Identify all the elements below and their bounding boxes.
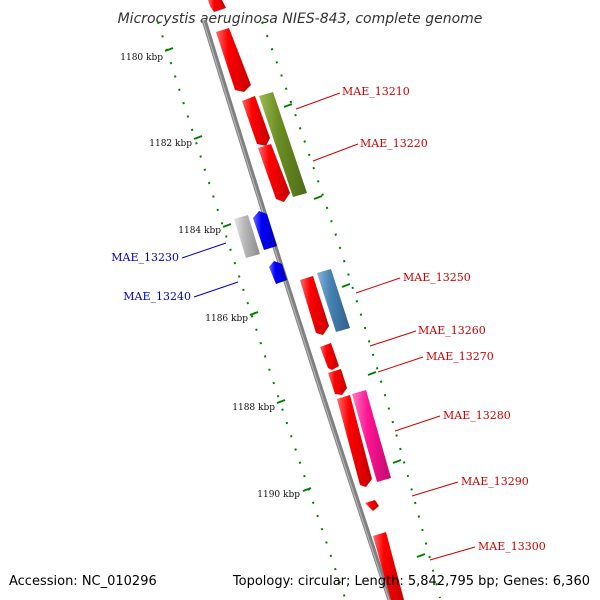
tick-label: 1188 kbp [232, 403, 275, 413]
gene-label[interactable]: MAE_13300 [478, 540, 546, 553]
gene-label[interactable]: MAE_13260 [418, 324, 486, 337]
leader-line [312, 143, 359, 162]
gene-arrow[interactable] [253, 211, 277, 250]
accession-text: Accession: NC_010296 [9, 574, 157, 589]
gene-arrow[interactable] [365, 500, 379, 511]
tick-mark [416, 553, 426, 558]
gene-arrow[interactable] [208, 0, 226, 12]
gene-arrow[interactable] [258, 144, 290, 202]
genome-backbone [201, 19, 393, 600]
gene-arrow[interactable] [216, 28, 251, 92]
leader-line [411, 481, 459, 497]
topology-text: Topology: circular; Length: 5,842,795 bp… [232, 574, 590, 589]
tick-mark [283, 103, 293, 108]
gene-arrow[interactable] [320, 343, 339, 370]
reverse-genes [253, 211, 287, 284]
tick-mark [222, 223, 232, 228]
feature-block-steel[interactable] [317, 269, 350, 332]
gene-arrow[interactable] [337, 395, 372, 487]
tick-mark [193, 135, 203, 140]
feature-block-grey[interactable] [234, 215, 260, 258]
gene-label[interactable]: MAE_13210 [342, 85, 410, 98]
feature-block-olive[interactable] [259, 92, 307, 197]
gene-label[interactable]: MAE_13250 [403, 271, 471, 284]
gene-arrow[interactable] [300, 276, 329, 335]
leader-line [181, 242, 227, 259]
leader-line [377, 356, 424, 373]
tick-mark [249, 311, 259, 316]
tick-mark [164, 47, 174, 52]
leader-line [369, 330, 417, 347]
gene-label[interactable]: MAE_13270 [426, 350, 494, 363]
tick-label: 1190 kbp [257, 490, 300, 500]
tick-marks [164, 47, 426, 558]
leader-line [394, 415, 441, 432]
gene-label[interactable]: MAE_13240 [123, 290, 191, 303]
tick-mark [341, 283, 351, 288]
forward-genes [208, 0, 404, 600]
gene-label[interactable]: MAE_13290 [461, 475, 529, 488]
tick-label: 1184 kbp [178, 226, 221, 236]
leader-line [355, 277, 401, 294]
gene-arrow[interactable] [269, 261, 287, 284]
tick-label: 1182 kbp [149, 139, 192, 149]
tick-label: 1180 kbp [120, 53, 163, 63]
leader-line [193, 281, 239, 298]
feature-block-pink[interactable] [352, 390, 391, 482]
gene-arrow[interactable] [373, 532, 404, 600]
gene-label[interactable]: MAE_13220 [360, 137, 428, 150]
label-leaders [181, 92, 476, 561]
tick-label: 1186 kbp [205, 314, 248, 324]
gene-arrow[interactable] [328, 369, 347, 395]
gene-label[interactable]: MAE_13280 [443, 409, 511, 422]
tick-mark [302, 487, 312, 492]
tick-mark [367, 371, 377, 376]
leader-line [429, 546, 476, 561]
tick-mark [313, 195, 323, 200]
gene-label[interactable]: MAE_13230 [111, 251, 179, 264]
map-title: Microcystis aeruginosa NIES-843, complet… [118, 11, 483, 27]
tick-mark [276, 399, 286, 404]
other-features [234, 92, 391, 482]
tick-mark [392, 459, 402, 464]
genome-backbone-highlight [202, 19, 390, 600]
gene-arrow[interactable] [242, 96, 270, 146]
leader-line [295, 92, 341, 110]
outer-ring-dotted [261, 21, 441, 599]
